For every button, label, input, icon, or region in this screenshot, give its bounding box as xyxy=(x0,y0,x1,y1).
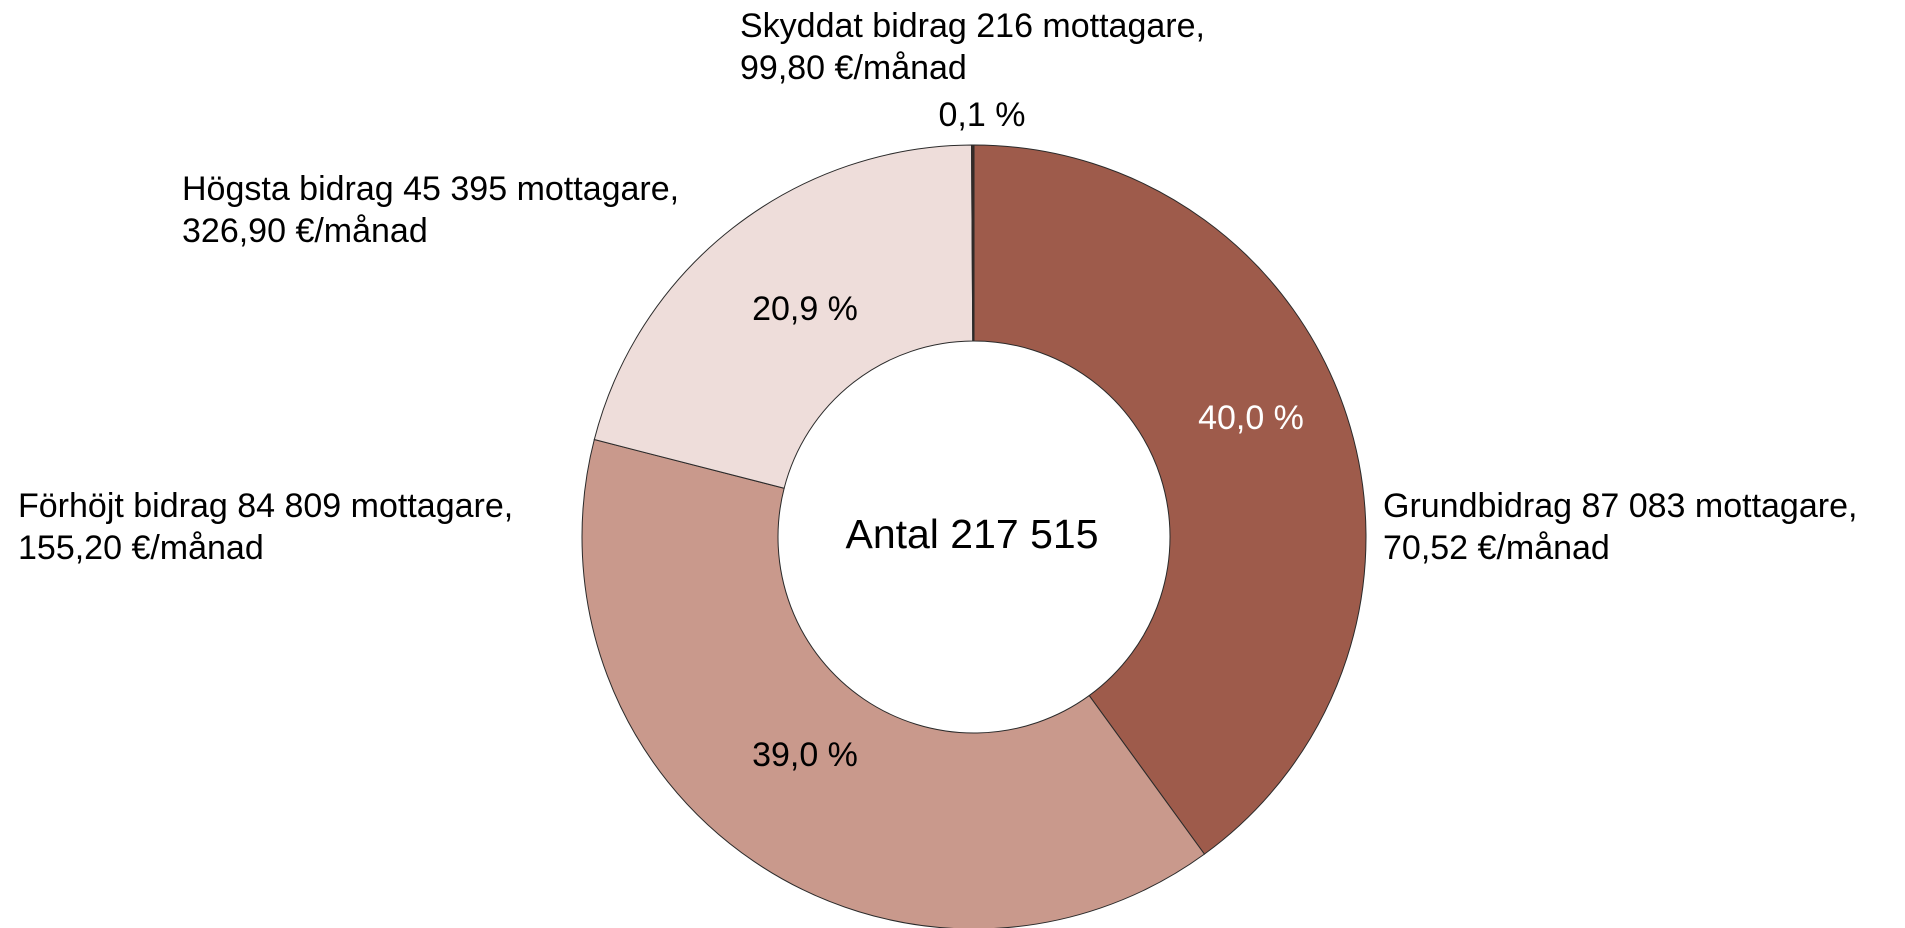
category-label: Högsta bidrag 45 395 mottagare, xyxy=(182,170,679,208)
slice xyxy=(971,144,975,342)
category-label: Grundbidrag 87 083 mottagare, xyxy=(1383,487,1857,525)
slice xyxy=(593,144,974,489)
category-detail: 326,90 €/månad xyxy=(182,212,428,250)
category-label: Förhöjt bidrag 84 809 mottagare, xyxy=(18,487,513,525)
value-label: 20,9 % xyxy=(752,290,858,328)
category-detail: 70,52 €/månad xyxy=(1383,529,1610,567)
center-label: Antal 217 515 xyxy=(845,511,1098,557)
category-detail: 155,20 €/månad xyxy=(18,529,264,567)
value-label: 0,1 % xyxy=(939,96,1026,134)
value-label: 39,0 % xyxy=(752,736,858,774)
slices xyxy=(581,144,1367,928)
category-label: Skyddat bidrag 216 mottagare, xyxy=(740,7,1205,45)
slice xyxy=(973,144,1367,855)
value-label: 40,0 % xyxy=(1198,399,1304,437)
category-detail: 99,80 €/månad xyxy=(740,49,967,87)
